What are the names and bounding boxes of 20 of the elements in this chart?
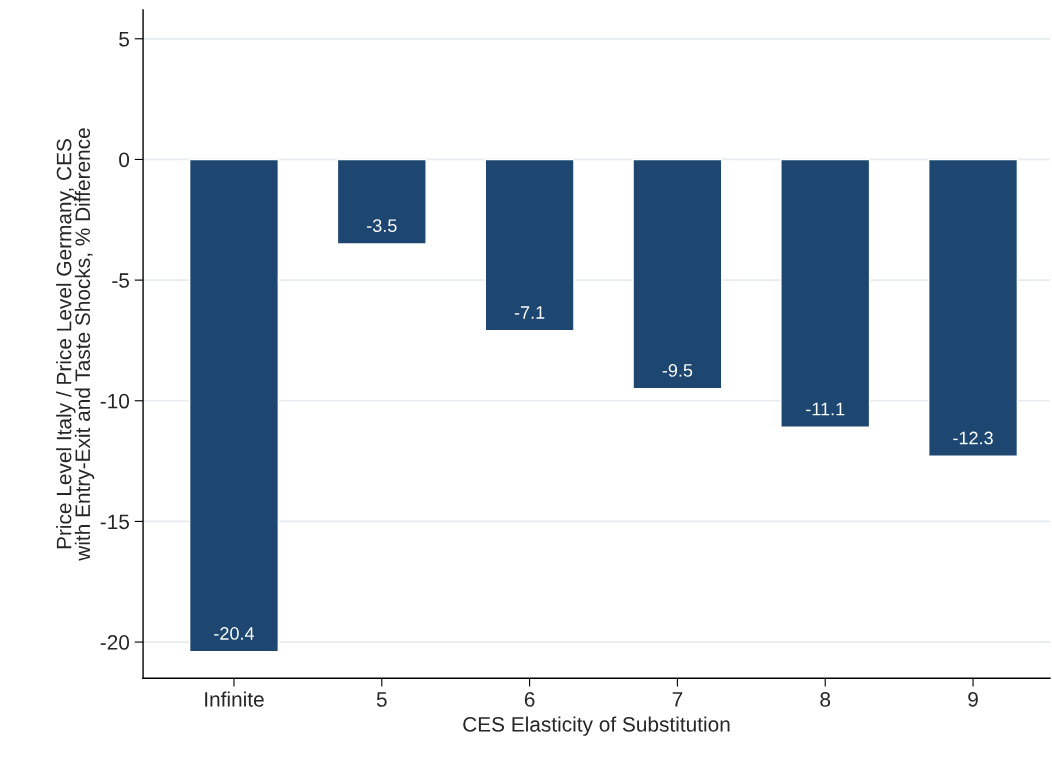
x-axis-title: CES Elasticity of Substitution <box>463 716 730 736</box>
data-label: -9.5 <box>662 364 693 377</box>
y-tick-label: 0 <box>119 152 130 168</box>
data-label: -20.4 <box>214 627 255 640</box>
x-tick-label: Infinite <box>205 691 264 707</box>
data-label: -3.5 <box>367 219 397 233</box>
y-tick-label: 5 <box>119 32 130 47</box>
y-axis-title: Price Level Italy / Price Level Germany, CES with Entry-Exit and Taste Shocks, % Difference <box>56 128 95 561</box>
data-label: -11.1 <box>806 402 845 416</box>
data-label: -12.3 <box>953 431 993 445</box>
x-tick-label: 7 <box>672 692 683 707</box>
x-tick-label: 9 <box>968 692 978 707</box>
y-tick-label: -10 <box>100 393 130 409</box>
data-label: -7.1 <box>514 306 545 319</box>
y-tick-label: -5 <box>112 273 130 288</box>
x-tick-label: 5 <box>376 692 387 707</box>
x-tick-label: 6 <box>524 692 535 707</box>
y-tick-label: -20 <box>100 635 130 650</box>
x-tick-label: 8 <box>820 692 831 707</box>
y-tick-label: -15 <box>100 514 130 530</box>
